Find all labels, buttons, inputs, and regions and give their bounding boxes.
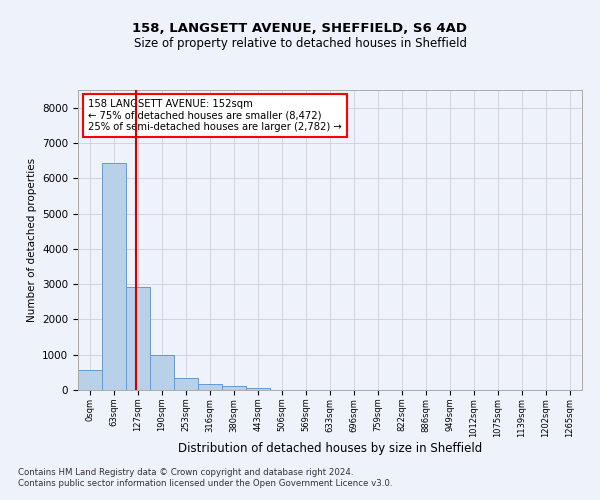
Bar [102, 163, 126, 390]
Text: 158, LANGSETT AVENUE, SHEFFIELD, S6 4AD: 158, LANGSETT AVENUE, SHEFFIELD, S6 4AD [133, 22, 467, 36]
Bar [78, 370, 102, 390]
Bar [174, 378, 198, 390]
Bar [198, 384, 222, 390]
Text: Contains HM Land Registry data © Crown copyright and database right 2024.
Contai: Contains HM Land Registry data © Crown c… [18, 468, 392, 487]
Text: Size of property relative to detached houses in Sheffield: Size of property relative to detached ho… [133, 38, 467, 51]
Text: 158 LANGSETT AVENUE: 152sqm
← 75% of detached houses are smaller (8,472)
25% of : 158 LANGSETT AVENUE: 152sqm ← 75% of det… [88, 99, 342, 132]
Bar [222, 386, 246, 390]
X-axis label: Distribution of detached houses by size in Sheffield: Distribution of detached houses by size … [178, 442, 482, 455]
Bar [246, 388, 270, 390]
Y-axis label: Number of detached properties: Number of detached properties [26, 158, 37, 322]
Bar [150, 355, 174, 390]
Bar [126, 287, 150, 390]
